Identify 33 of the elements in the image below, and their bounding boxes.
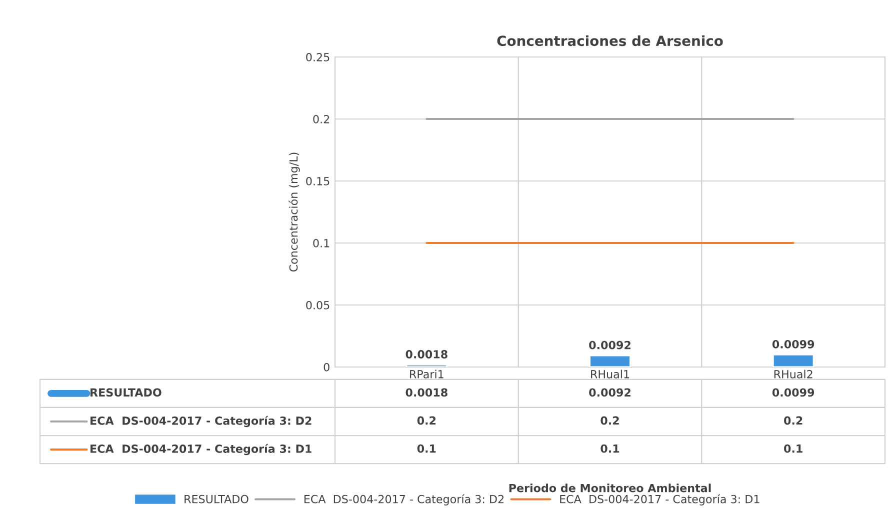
data-label: 0.2 bbox=[417, 416, 436, 425]
data-label: 0.1 bbox=[600, 444, 620, 453]
data-label: 0.0092 bbox=[589, 388, 630, 397]
y-tick-label: 0 bbox=[324, 362, 330, 372]
chart-title: Concentraciones de Arsenico bbox=[497, 35, 723, 46]
data-label: 0.2 bbox=[784, 416, 802, 425]
y-tick-label: 0.2 bbox=[313, 114, 330, 124]
bar bbox=[406, 364, 448, 367]
legend-label: ECA DS-004-2017 - Categoría 3: D2 bbox=[90, 416, 312, 428]
data-label: 0.1 bbox=[417, 444, 436, 453]
y-axis-title: Concentración (mg/L) bbox=[288, 152, 300, 272]
x-tick-label: RHual1 bbox=[591, 370, 630, 378]
data-label: 0.1 bbox=[784, 444, 802, 453]
x-tick-label: RHual2 bbox=[774, 370, 812, 378]
data-label: 0.2 bbox=[600, 416, 619, 425]
text: ECA DS-004-2017 - Categoría 3: D1 bbox=[560, 494, 760, 506]
data-label: 0.0018 bbox=[406, 388, 448, 397]
bar bbox=[589, 354, 631, 367]
annotation: 0.0018 bbox=[406, 350, 448, 358]
y-tick-label: 0.25 bbox=[306, 52, 330, 62]
annotation: 0.0099 bbox=[772, 340, 814, 348]
text: ECA DS-004-2017 - Categoría 3: D2 bbox=[304, 494, 504, 506]
y-tick-label: 0.05 bbox=[306, 300, 330, 310]
y-tick-label: 0.15 bbox=[306, 176, 330, 186]
bar bbox=[772, 354, 814, 367]
legend-label: ECA DS-004-2017 - Categoría 3: D1 bbox=[90, 444, 312, 456]
annotation: 0.0092 bbox=[589, 340, 630, 350]
data-label: 0.0099 bbox=[772, 388, 814, 397]
text: RESULTADO bbox=[90, 388, 162, 397]
y-tick-label: 0.1 bbox=[313, 238, 330, 248]
text: Periodo de Monitoreo Ambiental bbox=[509, 484, 711, 492]
x-tick-label: RPari1 bbox=[410, 370, 444, 378]
legend-label: RESULTADO bbox=[184, 494, 248, 504]
